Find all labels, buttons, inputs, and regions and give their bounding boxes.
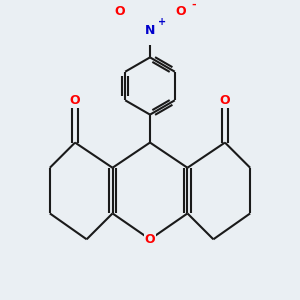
Text: O: O: [220, 94, 230, 107]
Text: O: O: [114, 4, 125, 17]
Text: N: N: [145, 24, 155, 37]
Text: +: +: [158, 17, 166, 27]
Text: O: O: [70, 94, 80, 107]
Text: O: O: [145, 233, 155, 246]
Text: -: -: [192, 0, 196, 10]
Text: O: O: [175, 4, 186, 17]
